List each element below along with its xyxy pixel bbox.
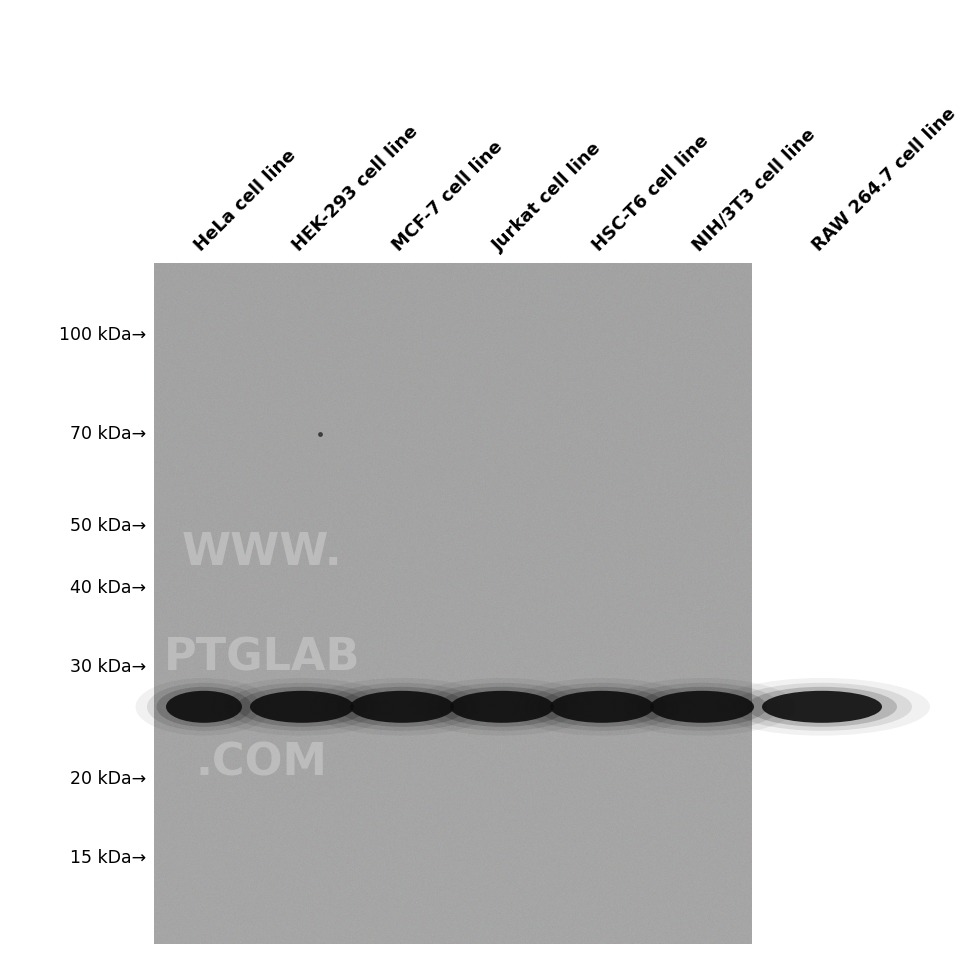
Text: MCF-7 cell line: MCF-7 cell line bbox=[389, 138, 506, 255]
Text: Jurkat cell line: Jurkat cell line bbox=[489, 139, 605, 255]
Text: NIH/3T3 cell line: NIH/3T3 cell line bbox=[689, 126, 819, 255]
Text: .COM: .COM bbox=[195, 741, 327, 784]
Ellipse shape bbox=[762, 691, 882, 723]
Text: 40 kDa→: 40 kDa→ bbox=[70, 579, 146, 597]
Text: 30 kDa→: 30 kDa→ bbox=[70, 659, 146, 676]
Text: HEK-293 cell line: HEK-293 cell line bbox=[289, 123, 422, 255]
Text: 100 kDa→: 100 kDa→ bbox=[59, 326, 146, 344]
Text: HeLa cell line: HeLa cell line bbox=[191, 147, 300, 255]
Ellipse shape bbox=[524, 683, 680, 731]
Ellipse shape bbox=[650, 691, 754, 723]
Text: RAW 264.7 cell line: RAW 264.7 cell line bbox=[809, 104, 959, 255]
Text: 20 kDa→: 20 kDa→ bbox=[70, 771, 146, 788]
Text: 70 kDa→: 70 kDa→ bbox=[70, 424, 146, 443]
Text: HSC-T6 cell line: HSC-T6 cell line bbox=[589, 131, 712, 255]
Ellipse shape bbox=[147, 683, 261, 731]
Text: 50 kDa→: 50 kDa→ bbox=[70, 518, 146, 535]
Ellipse shape bbox=[337, 687, 467, 727]
Ellipse shape bbox=[324, 683, 480, 731]
Ellipse shape bbox=[208, 678, 396, 736]
Ellipse shape bbox=[537, 687, 667, 727]
Ellipse shape bbox=[747, 687, 897, 727]
Ellipse shape bbox=[350, 691, 454, 723]
Ellipse shape bbox=[714, 678, 930, 736]
Text: 15 kDa→: 15 kDa→ bbox=[70, 849, 146, 868]
Ellipse shape bbox=[508, 678, 696, 736]
Ellipse shape bbox=[624, 683, 780, 731]
Ellipse shape bbox=[237, 687, 367, 727]
Ellipse shape bbox=[408, 678, 596, 736]
Ellipse shape bbox=[437, 687, 567, 727]
Text: WWW.: WWW. bbox=[182, 531, 342, 574]
Ellipse shape bbox=[156, 687, 251, 727]
Ellipse shape bbox=[309, 678, 495, 736]
Ellipse shape bbox=[166, 691, 242, 723]
Ellipse shape bbox=[424, 683, 580, 731]
Ellipse shape bbox=[609, 678, 795, 736]
Ellipse shape bbox=[550, 691, 654, 723]
Text: PTGLAB: PTGLAB bbox=[163, 636, 360, 679]
Ellipse shape bbox=[224, 683, 380, 731]
Ellipse shape bbox=[136, 678, 273, 736]
Ellipse shape bbox=[637, 687, 767, 727]
Ellipse shape bbox=[732, 683, 912, 731]
Ellipse shape bbox=[450, 691, 554, 723]
Ellipse shape bbox=[250, 691, 354, 723]
